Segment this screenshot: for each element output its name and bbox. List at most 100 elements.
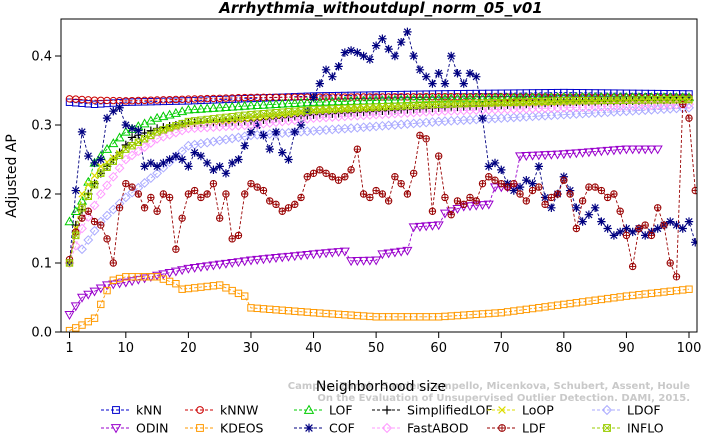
series-simplifiedlof-line <box>69 99 690 264</box>
legend-item-fastabod: FastABOD <box>372 421 469 436</box>
series-kdeos-point <box>228 286 236 295</box>
series-cof-point <box>590 203 600 212</box>
series-lof-point <box>108 138 119 148</box>
series-cof-point <box>209 165 218 175</box>
series-inflo-point <box>65 259 74 267</box>
series-cof-point <box>691 238 697 247</box>
series-cof-point <box>340 48 350 57</box>
series-odin-point <box>540 151 551 161</box>
series-cof-point <box>196 151 206 161</box>
series-lof-point <box>101 143 113 153</box>
series-kdeos-point <box>172 280 180 288</box>
series-lof-point <box>264 99 275 109</box>
series-cof-point <box>597 217 606 226</box>
series-cof-point <box>622 224 631 233</box>
series-kdeos-point <box>97 300 105 309</box>
series-lof-point <box>183 104 194 114</box>
chart-title: Arrhythmia_withoutdupl_norm_05_v01 <box>218 0 542 17</box>
series-ldf-point <box>316 166 324 174</box>
series-loop-point <box>84 181 92 189</box>
series-ldf-point <box>128 183 136 191</box>
series-odin-point <box>364 256 375 266</box>
series-ldof-point <box>170 151 181 162</box>
series-odin-line <box>69 148 658 316</box>
series-odin-point <box>565 149 576 159</box>
series-odin-point <box>64 311 75 320</box>
series-odin-point <box>627 145 638 155</box>
series-cof-point <box>447 51 456 61</box>
series-cof-point <box>109 107 118 116</box>
series-fastabod <box>64 99 694 268</box>
legend-fastabod-label: FastABOD <box>407 421 469 435</box>
series-ldf-point <box>353 145 362 153</box>
x-tick-label: 40 <box>305 341 322 356</box>
series-odin-point <box>139 274 150 284</box>
series-cof-point <box>453 69 462 78</box>
series-kdeos <box>65 273 693 332</box>
series-ldof-point <box>127 187 137 198</box>
series-cof-point <box>359 51 368 61</box>
series-odin-point <box>396 247 407 257</box>
series-ldf-point <box>341 173 349 181</box>
series-cof-point <box>396 38 406 47</box>
series-odin-point <box>202 262 213 272</box>
series-ldf-point <box>566 190 574 198</box>
series-cof-point <box>515 182 525 192</box>
series-fastabod-point <box>102 180 112 191</box>
legend-simplifiedlof-marker <box>382 405 392 415</box>
x-tick-label: 10 <box>118 341 135 356</box>
series-cof-point <box>134 126 143 135</box>
series-cof-point <box>71 186 80 195</box>
series-odin-point <box>402 246 413 256</box>
series-ldf-point <box>165 193 174 202</box>
series-lof-point <box>414 94 425 103</box>
series-cof-point <box>221 169 231 178</box>
legend-item-simplifiedlof: SimplifiedLOF <box>372 403 493 418</box>
series-kdeos-point <box>241 292 249 300</box>
series-lof-point <box>327 96 338 106</box>
legend-ldof-marker <box>601 404 613 416</box>
series-ldf-point <box>541 200 549 209</box>
series-lof-point <box>208 102 219 112</box>
series-lof-point <box>245 100 257 110</box>
series-kdeos-point <box>90 314 99 322</box>
series-ldf-point <box>134 190 143 198</box>
legend-item-knnw: kNNW <box>185 403 258 418</box>
series-lof-point <box>214 102 225 112</box>
legend-item-kdeos: KDEOS <box>185 421 264 436</box>
series-cof-point <box>96 155 105 164</box>
series-lof-point <box>239 100 250 110</box>
series-odin-point <box>283 252 294 262</box>
series-cof-point <box>353 48 362 57</box>
series-ldf-point <box>522 197 531 205</box>
series-ldf-point <box>334 176 343 184</box>
series-ldf-point <box>666 259 674 267</box>
series-odin-point <box>83 290 94 300</box>
series-lof-point <box>152 112 163 122</box>
series-lof-point <box>283 98 294 108</box>
series-ldf-point <box>628 262 637 271</box>
series-ldf-point <box>122 179 130 188</box>
series-odin-point <box>120 278 131 288</box>
x-tick-label: 90 <box>618 341 635 356</box>
series-cof-point <box>328 72 337 81</box>
series-ldf-point <box>266 197 274 205</box>
series-odin-point <box>158 270 169 280</box>
series-odin-point <box>76 293 88 303</box>
series-fastabod-point <box>77 223 87 234</box>
series-ldf-point <box>178 214 186 222</box>
series-cof-point <box>409 51 418 61</box>
series-ldf-point <box>115 204 124 212</box>
series-ldf-point <box>297 193 305 202</box>
series-lof-point <box>433 93 444 103</box>
x-tick-label: 1 <box>65 341 73 356</box>
series-ldof-point <box>77 244 87 255</box>
legend-cof-marker <box>304 423 314 433</box>
series-cof-point <box>315 79 325 88</box>
series-lof-point <box>471 93 482 103</box>
series-lof-point <box>252 100 263 110</box>
series-ldf-point <box>215 214 224 222</box>
series-ldf-point <box>253 183 261 191</box>
series-cof-point <box>534 162 544 171</box>
series-ldf-point <box>485 173 493 181</box>
